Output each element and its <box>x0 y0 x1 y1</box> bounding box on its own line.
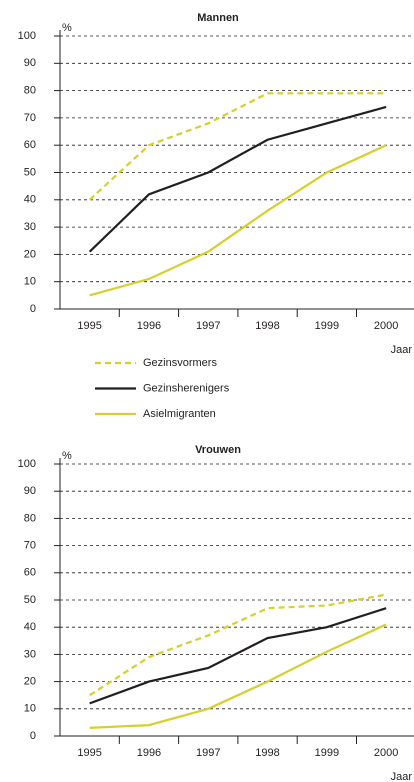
y-tick-label: 70 <box>24 540 36 552</box>
y-tick-label: 20 <box>24 248 36 260</box>
line-series <box>88 92 387 201</box>
x-tick-label: 1999 <box>315 747 339 759</box>
legend-label: Gezinsvormers <box>143 357 217 369</box>
x-tick-label: 1997 <box>196 747 220 759</box>
y-tick-label: 30 <box>24 648 36 660</box>
y-tick-label: 90 <box>24 485 36 497</box>
y-tick-label: 100 <box>18 458 36 470</box>
x-tick-label: 1995 <box>77 747 101 759</box>
chart-title: Vrouwen <box>195 444 241 456</box>
x-tick-label: 1996 <box>137 747 161 759</box>
x-tick-label: 1998 <box>255 747 279 759</box>
x-tick-label: 1995 <box>77 320 101 332</box>
x-tick-label: 2000 <box>374 320 398 332</box>
line-series <box>89 607 387 705</box>
y-tick-label: 80 <box>24 85 36 97</box>
y-tick-label: 0 <box>30 303 36 315</box>
y-tick-label: 40 <box>24 194 36 206</box>
line-series <box>89 144 387 297</box>
y-tick-label: 60 <box>24 139 36 151</box>
y-tick-label: 70 <box>24 112 36 124</box>
x-tick-label: 1999 <box>315 320 339 332</box>
legend-label: Asielmigranten <box>143 408 216 420</box>
y-tick-label: 50 <box>24 594 36 606</box>
chart-title: Mannen <box>197 12 239 24</box>
y-tick-label: 100 <box>18 30 36 42</box>
y-tick-label: 30 <box>24 221 36 233</box>
x-axis-label: Jaar <box>391 344 413 356</box>
line-series <box>89 623 387 729</box>
x-tick-label: 1998 <box>255 320 279 332</box>
y-tick-label: 80 <box>24 512 36 524</box>
x-tick-label: 1997 <box>196 320 220 332</box>
x-tick-label: 1996 <box>137 320 161 332</box>
x-axis-label: Jaar <box>391 771 413 782</box>
y-tick-label: 10 <box>24 703 36 715</box>
line-series <box>88 105 387 253</box>
y-tick-label: 60 <box>24 567 36 579</box>
y-axis-label: % <box>62 450 72 462</box>
legend-label: Gezinsherenigers <box>143 382 230 394</box>
x-tick-label: 2000 <box>374 747 398 759</box>
y-tick-label: 0 <box>30 730 36 742</box>
y-axis-label: % <box>62 22 72 34</box>
y-tick-label: 20 <box>24 676 36 688</box>
y-tick-label: 90 <box>24 57 36 69</box>
y-tick-label: 40 <box>24 621 36 633</box>
y-tick-label: 50 <box>24 166 36 178</box>
y-tick-label: 10 <box>24 276 36 288</box>
